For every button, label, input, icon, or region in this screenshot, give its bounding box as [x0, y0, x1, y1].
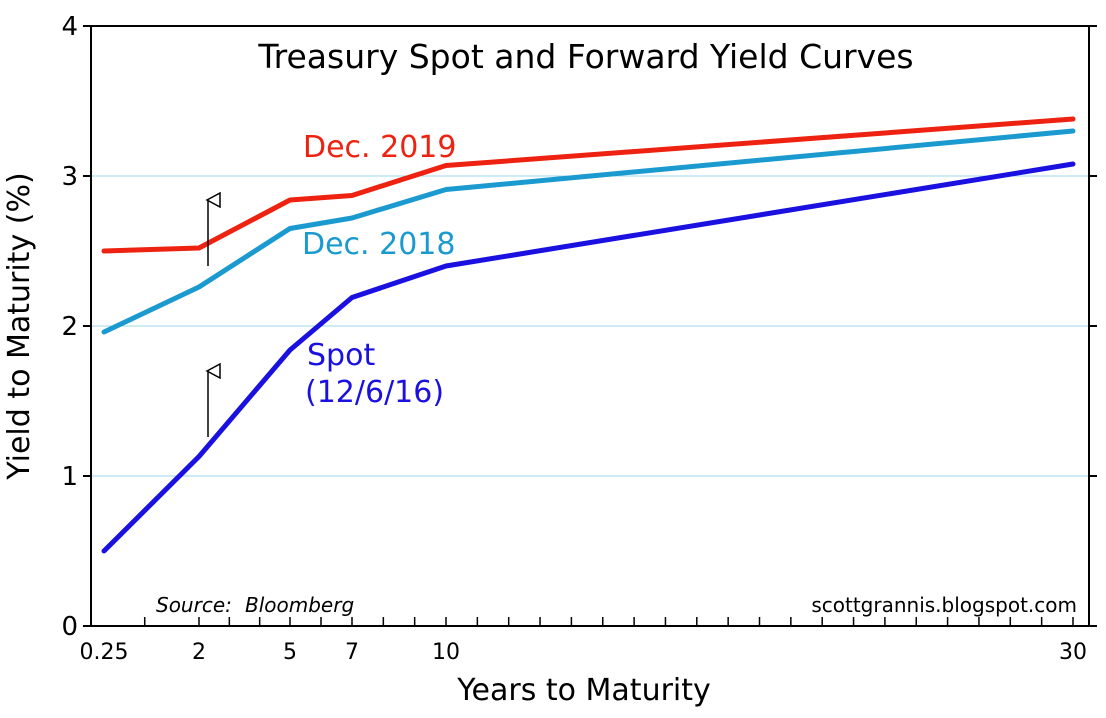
- x-tick-label: 30: [1059, 640, 1087, 665]
- x-axis-title: Years to Maturity: [456, 673, 711, 708]
- y-tick-label: 2: [61, 312, 78, 342]
- series-label-spot-date: (12/6/16): [305, 375, 444, 410]
- x-tick-label: 7: [345, 640, 359, 665]
- series-label-spot: Spot: [307, 338, 375, 373]
- x-tick-label: 5: [283, 640, 297, 665]
- series-label-dec-2019: Dec. 2019: [303, 130, 456, 165]
- y-tick-label: 3: [61, 162, 78, 192]
- series-label-dec-2018: Dec. 2018: [302, 227, 455, 262]
- x-tick-label: 0.25: [80, 640, 129, 665]
- y-tick-label: 0: [61, 612, 78, 642]
- x-tick-label: 10: [432, 640, 460, 665]
- x-axis-tick-labels: 0.25 2 5 7 10 30: [80, 640, 1087, 665]
- y-tick-label: 4: [61, 12, 78, 42]
- series-line-1: [101, 128, 1076, 335]
- y-axis-ticks: [83, 25, 1097, 627]
- source-name: Bloomberg: [245, 593, 354, 617]
- chart-title: Treasury Spot and Forward Yield Curves: [257, 37, 913, 76]
- y-axis-title: Yield to Maturity (%): [2, 172, 37, 480]
- source-prefix: Source:: [156, 593, 232, 617]
- series-lines: [101, 116, 1076, 554]
- x-tick-label: 2: [192, 640, 206, 665]
- y-tick-label: 1: [61, 462, 78, 492]
- website-credit: scottgrannis.blogspot.com: [811, 593, 1077, 617]
- gridlines: [91, 175, 1089, 477]
- series-line-0: [101, 116, 1076, 254]
- series-line-2: [101, 161, 1076, 554]
- y-axis-tick-labels: 0 1 2 3 4: [61, 12, 78, 642]
- x-minor-ticks: [143, 617, 1074, 626]
